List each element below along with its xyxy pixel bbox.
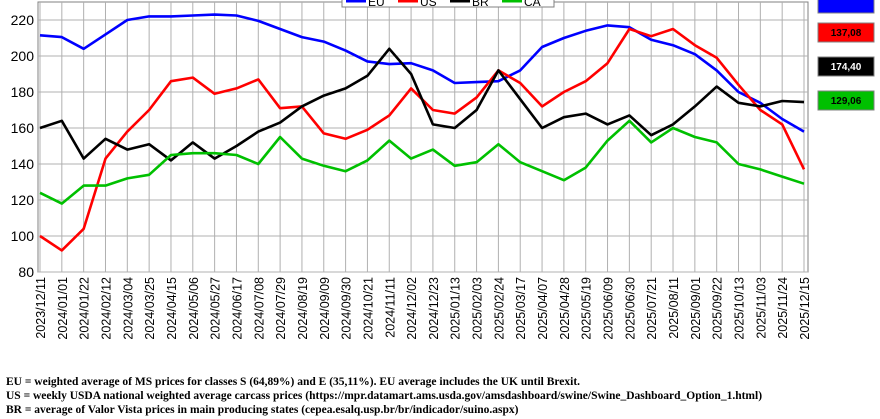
x-tick-label: 2024/05/06 (187, 277, 201, 340)
x-tick-label: 2024/10/21 (361, 277, 375, 340)
legend-label-eu: EU (368, 0, 385, 9)
x-tick-label: 2025/09/01 (689, 277, 703, 340)
y-tick-label: 200 (11, 48, 35, 64)
end-label-br: 174,40 (817, 56, 875, 77)
x-tick-label: 2025/02/03 (471, 277, 485, 340)
x-tick-label: 2025/08/11 (667, 277, 681, 339)
end-label-text: 174,40 (831, 62, 862, 73)
grid (37, 1, 809, 273)
legend-label-ca: CA (524, 0, 541, 9)
note-br: BR = average of Valor Vista prices in ma… (6, 404, 519, 416)
x-tick-label: 2025/04/07 (536, 277, 550, 340)
y-tick-label: 140 (11, 156, 35, 172)
x-tick-label: 2024/03/25 (143, 277, 157, 340)
x-tick-label: 2024/03/04 (121, 277, 135, 340)
x-tick-label: 2024/05/27 (209, 277, 223, 340)
y-tick-label: 120 (11, 192, 35, 208)
x-tick-label: 2025/01/13 (449, 277, 463, 340)
x-tick-label: 2024/07/08 (252, 277, 266, 340)
note-us: US = weekly USDA national weighted avera… (6, 390, 763, 402)
y-tick-label: 160 (11, 120, 35, 136)
y-tick-label: 220 (11, 12, 35, 28)
x-tick-label: 2024/04/15 (165, 277, 179, 340)
x-tick-label: 2024/01/01 (56, 277, 70, 340)
end-value-labels: 137,08 174,40 129,06 (817, 0, 875, 111)
x-tick-label: 2024/02/12 (99, 277, 113, 340)
x-tick-label: 2024/07/29 (274, 277, 288, 340)
x-tick-label: 2025/07/21 (645, 277, 659, 340)
series-lines (39, 13, 806, 252)
end-label-box (817, 0, 875, 14)
x-tick-label: 2024/11/11 (383, 277, 397, 338)
x-tick-label: 2025/11/24 (776, 277, 790, 339)
legend-label-us: US (420, 0, 437, 9)
x-tick-label: 2024/01/22 (78, 277, 92, 340)
end-label-box (817, 90, 875, 111)
x-tick-label: 2025/10/13 (733, 277, 747, 340)
legend-label-br: BR (472, 0, 489, 9)
end-label-box (817, 56, 875, 77)
note-eu: EU = weighted average of MS prices for c… (6, 376, 581, 388)
x-tick-label: 2025/11/03 (754, 277, 768, 339)
series-line-ca (39, 119, 805, 205)
legend: EU US BR CA (341, 0, 555, 9)
x-tick-label: 2025/05/19 (580, 277, 594, 340)
x-tick-label: 2025/02/24 (492, 277, 506, 340)
y-axis: 80 100 120 140 160 180 200 220 (11, 12, 35, 280)
x-tick-label: 2024/12/02 (405, 277, 419, 340)
x-tick-label: 2025/12/15 (798, 277, 812, 340)
end-label-box (817, 22, 875, 43)
x-tick-label: 2025/04/28 (558, 277, 572, 340)
end-label-eu (817, 0, 875, 14)
x-tick-label: 2024/09/30 (340, 277, 354, 340)
end-label-ca: 129,06 (817, 90, 875, 111)
x-tick-label: 2024/06/17 (230, 277, 244, 340)
y-tick-label: 100 (11, 228, 35, 244)
y-tick-label: 80 (18, 264, 34, 280)
series-line-us (39, 27, 806, 252)
end-label-us: 137,08 (817, 22, 875, 43)
x-tick-label: 2025/06/30 (623, 277, 637, 340)
series-line-eu (39, 13, 805, 133)
end-label-text: 137,08 (831, 28, 862, 39)
x-tick-label: 2024/12/23 (427, 277, 441, 340)
y-tick-label: 180 (11, 84, 35, 100)
end-label-text: 129,06 (831, 96, 862, 107)
line-chart: 80 100 120 140 160 180 200 220 2023/12/11 2024/0… (11, 0, 875, 340)
x-axis: 2023/12/11 2024/01/01 2024/01/22 2024/02/12… (34, 277, 812, 340)
x-tick-label: 2025/09/22 (711, 277, 725, 340)
x-tick-label: 2024/08/19 (296, 277, 310, 340)
x-tick-label: 2025/06/09 (602, 277, 616, 340)
x-tick-label: 2024/09/09 (318, 277, 332, 340)
legend-box (341, 0, 555, 8)
x-tick-label: 2025/03/17 (514, 277, 528, 340)
x-tick-label: 2023/12/11 (34, 277, 48, 339)
